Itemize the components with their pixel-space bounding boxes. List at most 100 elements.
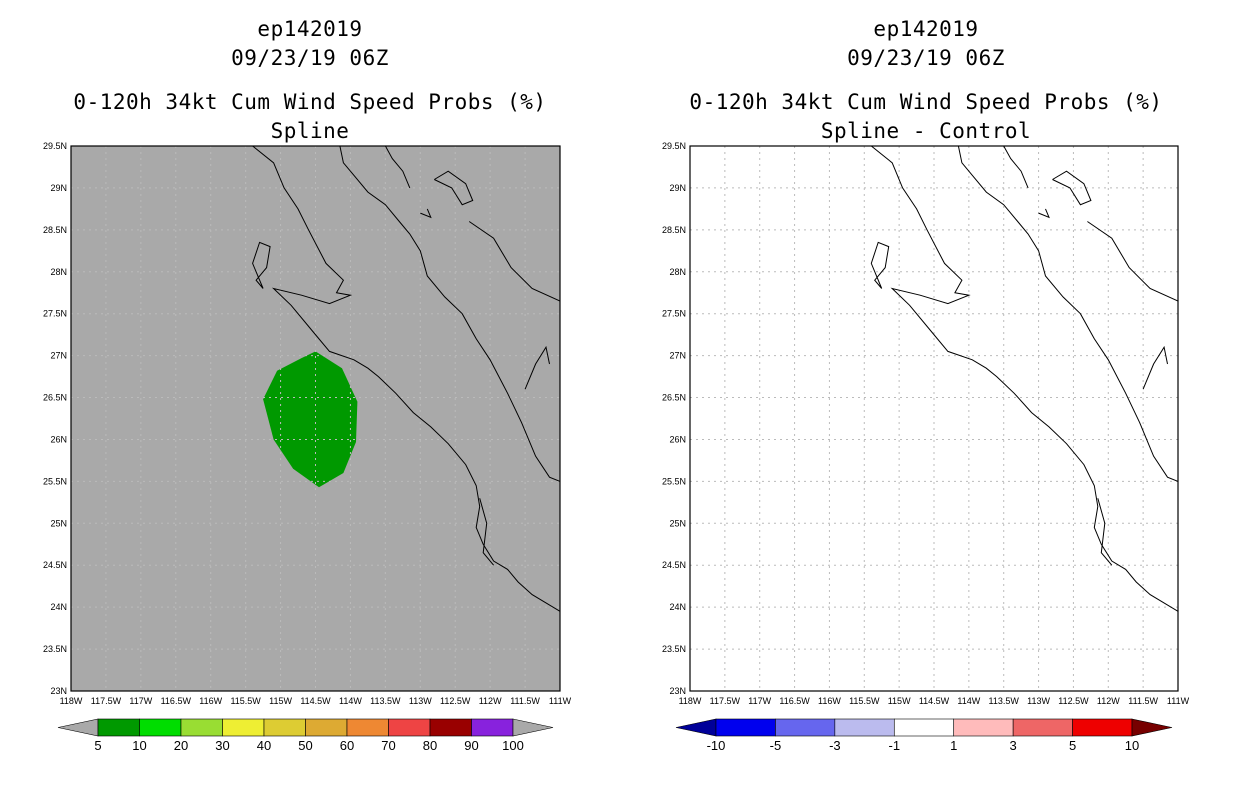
right-lon-tick-label: 112.5W <box>1058 696 1089 706</box>
left-colorbar-label: 30 <box>215 738 229 753</box>
right-lon-tick-label: 112W <box>1097 696 1120 706</box>
right-colorbar-label: -3 <box>829 738 841 753</box>
right-coastline <box>870 146 1178 612</box>
left-coastline <box>524 345 550 390</box>
left-lon-tick-label: 116W <box>199 696 222 706</box>
right-lon-tick-label: 117W <box>748 696 771 706</box>
right-lat-tick-label: 29.5N <box>662 141 686 151</box>
left-lat-tick-label: 23N <box>50 686 67 696</box>
right-coastline <box>957 146 1178 482</box>
left-colorbar-label: 40 <box>257 738 271 753</box>
left-lon-tick-label: 113W <box>409 696 432 706</box>
left-lon-tick-label: 112W <box>479 696 502 706</box>
left-colorbar-swatch <box>139 718 182 737</box>
right-coastline <box>1052 170 1092 206</box>
left-title-product: 0-120h 34kt Cum Wind Speed Probs (%) <box>73 90 547 114</box>
right-colorbar-swatch <box>893 718 955 737</box>
right-lon-tick-label: 114W <box>957 696 980 706</box>
right-colorbar-swatch <box>1012 718 1073 737</box>
left-lat-tick-label: 29N <box>50 183 67 193</box>
left-probability-area <box>263 351 358 488</box>
right-lon-tick-label: 111.5W <box>1128 696 1158 706</box>
right-colorbar: -10 -5 -3 -1 1 3 5 10 <box>675 718 1173 753</box>
right-lon-tick-label: 115W <box>888 696 911 706</box>
left-lat-tick-label: 28N <box>50 267 67 277</box>
left-coastline <box>339 146 560 482</box>
left-coastline <box>384 146 411 189</box>
right-colorbar-lower-arrow <box>675 718 717 737</box>
left-lon-tick-label: 112.5W <box>440 696 471 706</box>
right-lat-tick-label: 28.5N <box>662 225 686 235</box>
right-lon-tick-label: 118W <box>679 696 702 706</box>
right-lat-tick-label: 23.5N <box>662 644 686 654</box>
right-lon-tick-label: 116.5W <box>779 696 810 706</box>
left-colorbar-label: 10 <box>132 738 146 753</box>
left-colorbar-swatch <box>305 718 348 737</box>
right-title-product: 0-120h 34kt Cum Wind Speed Probs (%) <box>689 90 1163 114</box>
right-lat-tick-label: 24.5N <box>662 560 686 570</box>
right-coastline <box>1142 345 1168 390</box>
left-colorbar-swatch <box>180 718 223 737</box>
right-title-storm-id: ep142019 <box>873 17 979 41</box>
right-lat-tick-label: 25N <box>669 518 686 528</box>
left-lon-tick-label: 116.5W <box>161 696 192 706</box>
left-colorbar-swatch <box>263 718 306 737</box>
left-coastline <box>252 146 560 612</box>
right-colorbar-swatch <box>834 718 895 737</box>
right-colorbar-label: -10 <box>707 738 726 753</box>
left-colorbar: 5 10 20 30 40 50 60 70 80 90 100 <box>57 718 554 753</box>
left-map-frame <box>70 145 561 692</box>
right-colorbar-label: -1 <box>889 738 901 753</box>
left-colorbar-label: 90 <box>464 738 478 753</box>
left-lat-tick-label: 28.5N <box>43 225 67 235</box>
right-lon-tick-label: 117.5W <box>710 696 741 706</box>
right-lat-tick-label: 27.5N <box>662 309 686 319</box>
left-colorbar-swatch <box>388 718 431 737</box>
left-coastline <box>434 170 474 206</box>
left-lat-tick-label: 23.5N <box>43 644 67 654</box>
left-lon-tick-label: 115.5W <box>230 696 261 706</box>
right-lat-tick-label: 29N <box>669 183 686 193</box>
left-map: 118W 117.5W 117W 116.5W 116W 115.5W 115W 114.5W… <box>43 141 572 706</box>
left-lat-tick-label: 24.5N <box>43 560 67 570</box>
right-coastline <box>1087 221 1178 302</box>
left-title-storm-id: ep142019 <box>257 17 363 41</box>
right-coastline <box>1097 498 1113 566</box>
right-lat-tick-label: 26N <box>669 434 686 444</box>
left-coastline <box>252 241 271 289</box>
left-lon-tick-label: 117.5W <box>91 696 122 706</box>
left-lat-tick-label: 25.5N <box>43 476 67 486</box>
left-title-datetime: 09/23/19 06Z <box>231 46 389 70</box>
left-lat-tick-label: 26.5N <box>43 393 67 403</box>
left-colorbar-label: 100 <box>502 738 524 753</box>
right-map: 118W 117.5W 117W 116.5W 116W 115.5W 115W 114.5W… <box>662 141 1190 706</box>
left-colorbar-label: 50 <box>298 738 312 753</box>
right-map-frame <box>689 145 1179 692</box>
right-colorbar-swatch <box>953 718 1014 737</box>
left-lat-tick-label: 29.5N <box>43 141 67 151</box>
left-lat-tick-label: 27.5N <box>43 309 67 319</box>
left-colorbar-upper-arrow <box>512 718 554 737</box>
right-coastline <box>1003 146 1029 189</box>
left-colorbar-label: 70 <box>381 738 395 753</box>
right-lat-tick-label: 24N <box>669 602 686 612</box>
right-colorbar-swatch <box>715 718 776 737</box>
left-map-content <box>71 146 560 691</box>
left-colorbar-swatch <box>471 718 514 737</box>
right-colorbar-label: -5 <box>770 738 782 753</box>
right-map-content <box>690 146 1178 691</box>
left-colorbar-lower-arrow <box>57 718 99 737</box>
right-colorbar-label: 5 <box>1069 738 1076 753</box>
left-colorbar-label: 60 <box>340 738 354 753</box>
left-colorbar-label: 80 <box>423 738 437 753</box>
right-lon-tick-label: 115.5W <box>849 696 880 706</box>
right-coastline <box>870 241 890 289</box>
left-colorbar-swatch <box>429 718 472 737</box>
right-colorbar-label: 1 <box>950 738 957 753</box>
left-lon-tick-label: 113.5W <box>370 696 401 706</box>
left-lon-tick-label: 114W <box>339 696 362 706</box>
left-lat-tick-label: 27N <box>50 351 67 361</box>
right-colorbar-swatch <box>775 718 836 737</box>
left-coastline <box>468 221 560 302</box>
